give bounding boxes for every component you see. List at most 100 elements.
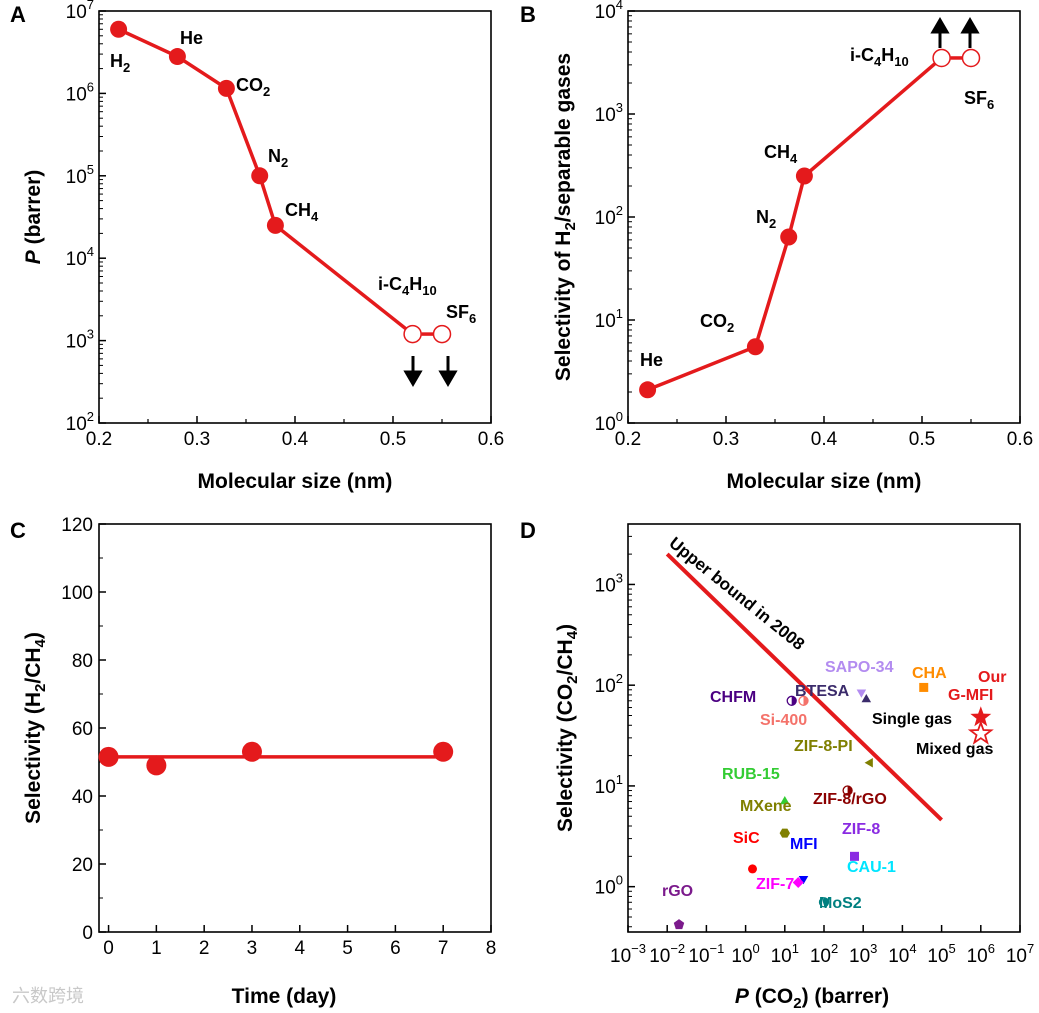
panel-a-y-title: P (barrer) [22,170,45,265]
y-tick-label: 120 [61,515,93,536]
label-gmfi: G-MFI [948,687,993,704]
x-tick-label: 1 [151,938,162,959]
y-tick-label: 102 [595,203,623,229]
open-data-point [961,48,981,68]
marker-rgo [673,919,685,930]
x-tick-label: 10−3 [610,941,646,967]
label-cau1: CAU-1 [847,859,896,876]
open-data-point [932,48,951,68]
panel-letter-a: A [10,2,26,27]
y-tick-label: 107 [66,0,94,23]
panel-letter-b: B [520,2,536,27]
y-tick-label: 103 [595,100,623,126]
x-tick-label: 0.5 [909,429,935,450]
label-btesa: BTESA [795,683,850,700]
panel-c-frame [98,523,492,933]
data-point [433,741,454,762]
panel-a-label-ch4: CH4 [285,200,319,224]
panel-d-frame [627,523,1021,933]
panel-d-material-labels: rGO SiC MFI ZIF-7 MoS2 ZIF-8 CAU-1 MXene… [662,659,1006,912]
y-tick-label: 100 [61,583,93,604]
x-tick-label: 0.5 [380,429,406,450]
y-tick-label: 102 [595,671,623,697]
panel-a-x-title: Molecular size (nm) [198,470,393,493]
panel-a: 0.2 0.3 0.4 0.5 0.6 102 103 104 105 106 107 Molec… [22,0,504,493]
y-tick-label: 60 [72,719,93,740]
marker-cha [919,682,929,692]
x-tick-label: 0.3 [713,429,739,450]
label-rub15: RUB-15 [722,766,780,783]
label-mfi: MFI [790,836,818,853]
label-zif7: ZIF-7 [756,876,794,893]
marker-chfm-half [791,696,797,706]
panel-d-upper-bound [665,552,943,822]
y-tick-label: 103 [66,327,94,353]
x-tick-label: 0.3 [184,429,210,450]
label-rgo: rGO [662,883,693,900]
marker-sic [748,864,758,874]
label-zif8: ZIF-8 [842,821,880,838]
x-tick-label: 10−1 [688,941,724,967]
open-data-point [403,324,422,344]
open-data-point [432,324,452,344]
panel-a-label-he: He [180,28,203,48]
panel-letter-c: C [10,518,26,543]
x-tick-label: 6 [390,938,401,959]
marker-sapo-34 [856,689,867,698]
panel-c-y-title: Selectivity (H2/CH4) [22,632,49,824]
label-mixed-gas: Mixed gas [916,741,993,758]
x-tick-label: 0.2 [615,429,641,450]
marker-our-g-mfi-single-gas [970,706,992,727]
y-tick-label: 40 [72,787,93,808]
panel-b-label-co2: CO2 [700,311,734,335]
panel-c-x-title: Time (day) [232,985,337,1008]
y-tick-label: 102 [66,409,94,435]
panel-b-y-title: Selectivity of H2/separable gases [552,53,579,381]
label-si400: Si-400 [760,712,807,729]
panel-b-frame [627,10,1021,424]
x-tick-label: 0.4 [811,429,838,450]
panel-a-label-n2: N2 [268,146,288,170]
label-cha: CHA [912,665,947,682]
y-tick-label: 106 [66,79,94,105]
label-mos2: MoS2 [819,895,862,912]
panel-b-x-title: Molecular size (nm) [727,470,922,493]
marker-si-400-half [803,696,809,706]
y-tick-label: 100 [595,873,623,899]
panel-b-label-sf6: SF6 [964,88,994,112]
marker-mos2-half [824,897,829,907]
y-tick-label: 101 [595,306,623,332]
x-tick-label: 2 [199,938,210,959]
x-tick-label: 0 [103,938,114,959]
x-tick-label: 100 [731,941,759,967]
x-tick-label: 105 [927,941,955,967]
panel-a-label-ic4h10: i-C4H10 [378,274,437,298]
marker-zif-8 [850,851,860,861]
data-point [266,216,284,234]
panel-a-x-ticks: 0.2 0.3 0.4 0.5 0.6 [86,416,504,450]
x-tick-label: 10−2 [649,941,685,967]
panel-d-y-ticks: 100 101 102 103 [595,535,635,928]
marker-mfi [798,875,809,885]
data-point [146,755,167,776]
panel-b-label-n2: N2 [756,207,776,231]
y-tick-label: 80 [72,651,93,672]
panel-c-x-ticks: 0 1 2 3 4 5 6 7 8 [103,925,496,959]
marker-btesa [861,694,872,703]
panel-a-series [110,20,452,344]
label-zif8rgo: ZIF-8/rGO [813,791,887,808]
panel-c-y-ticks: 0 20 40 60 80 100 120 [61,515,106,944]
x-tick-label: 106 [967,941,995,967]
x-tick-label: 107 [1006,941,1034,967]
panel-b-series [639,48,981,399]
data-point [780,228,798,246]
y-tick-label: 103 [595,570,623,596]
label-our: Our [978,669,1006,686]
x-tick-label: 0.4 [282,429,309,450]
data-point [110,20,128,38]
label-sic: SiC [733,830,760,847]
label-single-gas: Single gas [872,711,952,728]
x-tick-label: 0.6 [1007,429,1033,450]
panel-d-x-title: P (CO2) (barrer) [735,985,889,1012]
